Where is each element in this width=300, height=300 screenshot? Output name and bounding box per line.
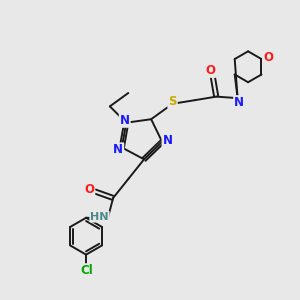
Text: S: S	[168, 95, 177, 108]
Text: O: O	[263, 51, 273, 64]
Text: HN: HN	[90, 212, 109, 222]
Text: Cl: Cl	[80, 264, 93, 277]
Text: N: N	[113, 143, 123, 156]
Text: N: N	[120, 114, 130, 127]
Text: N: N	[234, 96, 244, 109]
Text: N: N	[163, 134, 172, 147]
Text: O: O	[205, 64, 215, 77]
Text: O: O	[84, 183, 94, 196]
